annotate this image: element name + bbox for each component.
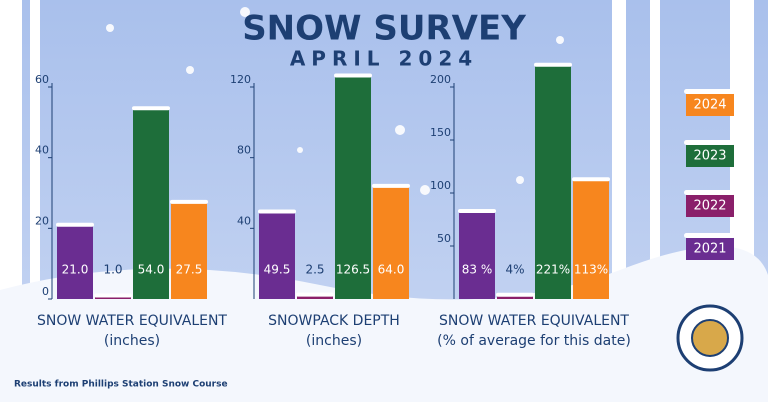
title: SNOW SURVEY <box>242 9 526 49</box>
legend-snowcap <box>684 140 736 145</box>
y-tick-label: 200 <box>430 73 451 86</box>
subtitle: APRIL 2024 <box>290 47 478 71</box>
legend-snowcap <box>684 190 736 195</box>
bar-snowcap <box>132 106 170 111</box>
trees <box>0 0 754 290</box>
value-label: 2.5 <box>305 263 324 277</box>
value-label: 21.0 <box>62 263 89 277</box>
y-tick-label: 40 <box>35 144 49 157</box>
bar <box>133 108 169 299</box>
bar-snowcap <box>56 222 94 227</box>
legend-label: 2021 <box>693 242 726 257</box>
legend-label: 2024 <box>693 98 726 113</box>
y-tick-label: 20 <box>35 214 49 227</box>
bar-snowcap <box>572 177 610 182</box>
y-tick-label: 120 <box>230 73 251 86</box>
x-axis-sublabel: (% of average for this date) <box>437 333 631 349</box>
legend-swatch <box>686 92 734 116</box>
y-tick-label: 40 <box>237 214 251 227</box>
value-label: 27.5 <box>176 263 203 277</box>
y-tick-label: 100 <box>430 179 451 192</box>
legend-swatch <box>686 143 734 167</box>
value-label: 221% <box>536 263 570 277</box>
x-axis-label: SNOWPACK DEPTH <box>268 313 400 329</box>
x-axis-label: SNOW WATER EQUIVALENT <box>37 313 227 329</box>
bar-snowcap <box>334 73 372 78</box>
bar-snowcap <box>94 293 132 298</box>
value-label: 83 % <box>462 263 493 277</box>
x-axis-label: SNOW WATER EQUIVALENT <box>439 313 629 329</box>
value-label: 1.0 <box>103 263 122 277</box>
legend-swatch <box>686 236 734 260</box>
bar-snowcap <box>296 292 334 297</box>
bar <box>535 64 571 300</box>
y-tick-label: 150 <box>430 126 451 139</box>
legend-snowcap <box>684 89 736 94</box>
value-label: 126.5 <box>336 263 370 277</box>
x-axis-sublabel: (inches) <box>306 333 362 349</box>
legend-swatch <box>686 193 734 217</box>
bar <box>459 211 495 299</box>
snowflakes <box>106 7 564 195</box>
bar-snowcap <box>258 209 296 214</box>
bar <box>57 224 93 299</box>
seal <box>676 304 744 372</box>
footnote: Results from Phillips Station Snow Cours… <box>14 380 228 390</box>
value-label: 64.0 <box>378 263 405 277</box>
y-tick-label: 50 <box>437 232 451 245</box>
value-label: 4% <box>505 263 524 277</box>
y-tick-label: 60 <box>35 73 49 86</box>
bar <box>297 294 333 299</box>
y-tick-label: 80 <box>237 144 251 157</box>
value-label: 54.0 <box>138 263 165 277</box>
bar <box>373 185 409 299</box>
bar <box>497 294 533 299</box>
bar-snowcap <box>170 199 208 204</box>
legend-label: 2023 <box>693 149 726 164</box>
legend-snowcap <box>684 233 736 238</box>
bar <box>259 211 295 299</box>
bar-snowcap <box>458 209 496 214</box>
bar <box>171 201 207 299</box>
legend-label: 2022 <box>693 199 726 214</box>
bar-snowcap <box>496 292 534 297</box>
value-label: 49.5 <box>264 263 291 277</box>
value-label: 113% <box>574 263 608 277</box>
y-tick-label: 0 <box>42 285 49 298</box>
bar <box>335 75 371 300</box>
bar-snowcap <box>372 183 410 188</box>
bar-snowcap <box>534 62 572 67</box>
bar <box>573 179 609 299</box>
x-axis-sublabel: (inches) <box>104 333 160 349</box>
